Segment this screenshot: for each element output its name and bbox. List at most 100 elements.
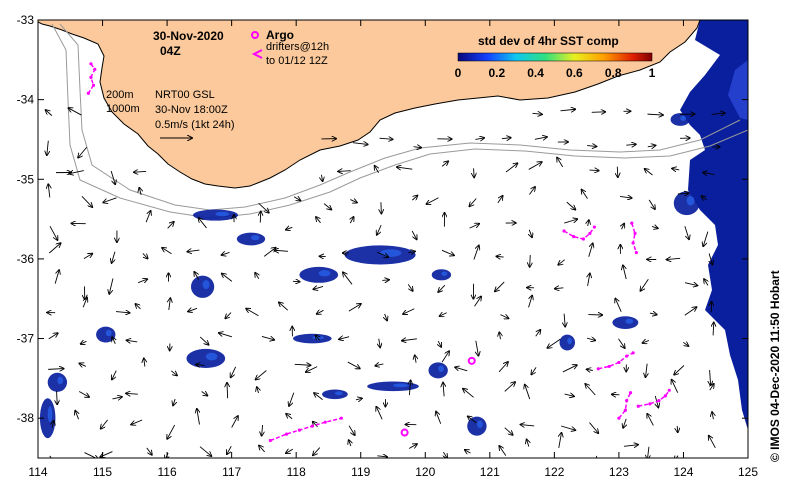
argo-floats	[400, 356, 476, 437]
current-vector	[134, 171, 147, 172]
colorbar-tick-label: 0.2	[488, 66, 505, 80]
current-vector	[338, 171, 351, 172]
sst-patch	[367, 381, 419, 392]
sst-patch-highlight	[393, 383, 409, 388]
sst-band-east	[680, 20, 748, 430]
current-vector	[293, 197, 300, 201]
current-vector	[589, 170, 599, 171]
lon-tick-label: 122	[544, 465, 564, 479]
current-vector	[259, 445, 266, 453]
drifter-position	[89, 75, 93, 79]
current-vector	[468, 416, 477, 424]
current-vector	[258, 202, 269, 212]
current-vector	[103, 197, 117, 203]
current-vector	[196, 364, 205, 365]
current-vector	[713, 322, 714, 336]
drifter-position	[310, 424, 314, 428]
sst-patch-highlight	[625, 318, 634, 324]
current-vector	[622, 224, 625, 230]
drifter-position	[663, 394, 667, 398]
current-vector	[504, 427, 513, 435]
drifter-tracks	[86, 62, 671, 443]
current-vector	[587, 369, 593, 370]
current-vector	[75, 411, 78, 420]
current-vector	[227, 383, 228, 399]
current-vector	[262, 424, 263, 436]
sst-patch	[431, 269, 452, 281]
drifter-track	[618, 392, 632, 419]
current-vector	[498, 362, 508, 373]
lat-tick-label: -34	[17, 93, 35, 107]
lon-tick-label: 124	[673, 465, 693, 479]
sst-patch-highlight	[680, 115, 687, 121]
drifter-position	[588, 231, 592, 236]
sst-patch-highlight	[105, 329, 112, 337]
current-vector	[587, 146, 596, 147]
current-vector	[413, 147, 422, 148]
drifter-position	[633, 231, 637, 236]
sst-patch	[186, 348, 226, 369]
current-vector	[286, 449, 293, 453]
current-vector	[465, 450, 471, 453]
drifter-position	[625, 354, 629, 358]
current-vector	[564, 313, 565, 327]
drifter-position	[581, 237, 586, 241]
lat-tick-label: -36	[17, 252, 35, 266]
sst-patch	[673, 191, 700, 216]
current-vector	[623, 265, 627, 280]
current-vector	[68, 108, 82, 116]
current-vector	[187, 250, 200, 252]
current-vector	[712, 412, 713, 420]
current-vector	[709, 436, 716, 449]
current-vector	[566, 201, 576, 210]
sst-patch-highlight	[47, 406, 53, 423]
current-vector	[317, 310, 324, 314]
colorbar-tick-label: 0	[455, 66, 462, 80]
current-vector	[323, 203, 331, 210]
sst-patch-highlight	[567, 337, 572, 345]
current-vector	[618, 338, 624, 348]
sst-patch-highlight	[438, 365, 444, 372]
current-vector	[69, 171, 84, 174]
current-vector	[588, 243, 593, 257]
current-vector	[279, 302, 288, 311]
argo-float	[400, 428, 409, 437]
current-vector	[588, 273, 590, 286]
current-vector	[188, 308, 198, 311]
current-vector	[703, 172, 715, 174]
sst-patch	[670, 113, 690, 126]
current-vector	[84, 452, 98, 458]
sst-patch	[190, 275, 215, 298]
drifter-position	[562, 229, 566, 233]
current-vector	[589, 422, 598, 434]
current-vector	[137, 279, 147, 283]
current-vector	[640, 278, 649, 291]
current-vector	[167, 222, 174, 229]
current-vector	[617, 166, 618, 178]
current-vector	[436, 412, 442, 424]
current-vector	[530, 255, 531, 267]
current-vector	[558, 259, 565, 265]
current-vector	[547, 338, 561, 348]
current-vector	[642, 340, 650, 343]
drifter-position	[630, 221, 634, 225]
current-vector	[441, 351, 449, 363]
sst-patch	[236, 232, 266, 246]
current-vector	[377, 224, 382, 235]
current-vector	[101, 419, 108, 429]
current-vector	[294, 364, 311, 365]
sst-patch	[428, 362, 448, 379]
current-vector	[167, 424, 176, 439]
latitude-axis: -33 -34 -35 -36 -37 -38	[17, 13, 748, 425]
current-vectors	[46, 108, 725, 458]
current-vector	[529, 229, 532, 238]
sst-patch	[612, 316, 639, 329]
drifter-position	[628, 391, 633, 395]
current-vector	[313, 286, 324, 289]
argo-legend-icon	[251, 31, 259, 39]
current-vector	[199, 336, 208, 345]
current-vector	[227, 446, 232, 454]
sst-patch-highlight	[318, 270, 331, 277]
current-vector	[115, 312, 130, 313]
